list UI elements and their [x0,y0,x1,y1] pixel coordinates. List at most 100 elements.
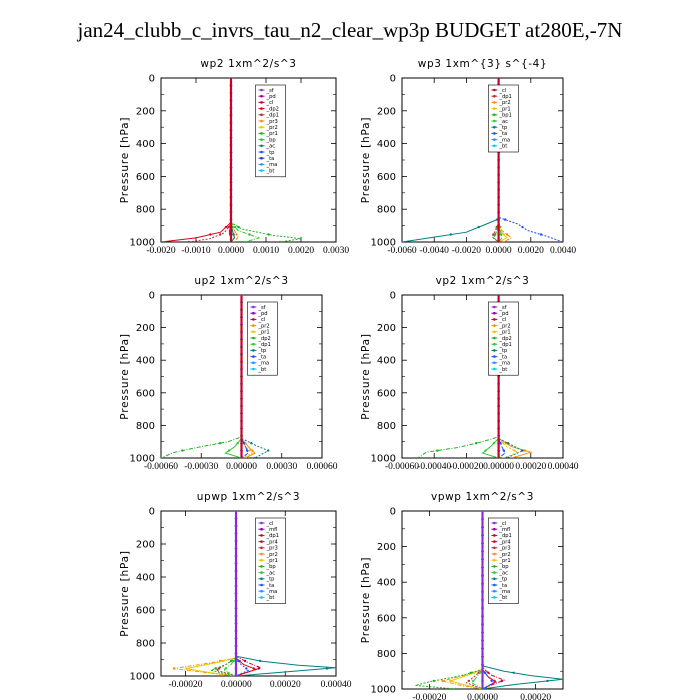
legend-marker [260,125,263,129]
legend-entry: _tp [498,125,508,131]
series-marker [513,449,516,452]
series-group [402,78,563,242]
legend-entry: _bp1 [498,113,511,119]
y-tick-label: 1000 [371,238,396,249]
y-tick-label: 600 [136,606,155,617]
legend-marker [260,144,263,148]
series-marker [502,456,505,458]
legend-marker [260,169,263,172]
legend-marker [252,324,255,327]
legend-entry: _ac [266,570,276,576]
series-marker [224,667,227,670]
x-tick-label: 0.00020 [270,680,301,690]
series-marker [248,233,251,236]
legend-entry: _dp2 [266,106,279,112]
legend-marker [493,94,496,98]
series-marker [469,671,472,674]
legend-entry: _dp1 [266,533,279,539]
y-tick-label: 600 [136,388,155,399]
legend-entry: _bp [266,564,277,570]
series-marker [499,442,502,445]
legend-entry: _dp1 [498,533,511,539]
legend-entry: _ac [498,119,508,125]
series-marker [248,449,251,452]
y-tick-label: 600 [136,172,155,183]
legend-entry: _pr3 [266,546,278,552]
legend-marker [493,596,496,599]
legend-entry: _pd [257,311,267,317]
x-tick-label: 0.0020 [288,246,314,256]
legend-entry: _ma [266,589,278,595]
legend-marker [493,583,496,587]
legend-marker [493,119,496,123]
x-tick-label: -0.0020 [146,246,176,256]
legend-entry: _pr1 [266,558,278,564]
series-marker [539,233,543,236]
chart-panel-1: wp2 1xm^2/s^3 Pressure [hPa] 0 200 400 600 800… [119,58,349,256]
legend-entry: _tp [266,150,276,156]
y-tick-label: 200 [377,542,396,553]
plot-frame [160,77,337,243]
y-tick-label: 400 [136,139,155,150]
series-marker [267,233,270,236]
series-marker [436,449,439,452]
legend-entry: _bp [266,137,277,143]
legend-entry: _cl [498,88,506,94]
y-tick-label: 200 [136,323,155,334]
legend-marker [252,349,255,352]
plot-frame [160,510,337,677]
series-marker [227,449,231,452]
series-marker [454,687,457,689]
series-marker [224,225,228,229]
legend-marker [493,113,496,117]
legend-entry: _mfl [266,527,278,533]
legend-entry: _pr2 [498,100,510,106]
legend-marker [260,138,263,141]
series-line-pr3 [465,511,483,689]
legend-entry: _bt [498,367,507,373]
x-tick-label: 0.00000 [226,462,257,472]
legend-entry: _pr1 [266,131,278,137]
legend: _sf_pd_cl_pr2_pr1_dp2_dp1_tp_ta_ma_bt [488,301,519,376]
x-tick-label: 0.00030 [266,462,297,472]
legend-entry: _pr4 [498,539,511,545]
legend-entry: _dp2 [257,336,270,342]
y-tick-label: 0 [390,291,396,302]
legend-marker [260,119,263,123]
legend-entry: _ta [266,156,275,162]
series-marker [487,671,490,674]
legend-marker [493,107,496,110]
series-group [172,511,336,676]
y-tick-label: 0 [390,74,396,85]
plot-frame [401,77,564,243]
legend-marker [493,367,496,371]
legend-marker [493,527,496,531]
series-marker [253,456,257,458]
legend-marker [493,521,496,525]
series-marker [161,456,163,458]
chart-panel-5: upwp 1xm^2/s^3 Pressure [hPa] 0 200 400 600 80… [119,491,352,690]
series-marker [467,679,470,683]
x-tick-label: -0.0060 [387,246,417,256]
series-line-ta [241,295,249,458]
legend-marker [493,546,496,550]
legend-marker [260,589,263,593]
y-axis-label: Pressure [hPa] [360,557,372,644]
panel-title: vp2 1xm^2/s^3 [436,275,530,287]
panel-title: vpwp 1xm^2/s^3 [431,491,534,503]
legend-marker [260,583,263,587]
x-tick-label: 0.00040 [321,680,352,690]
legend-entry: _cl [257,317,265,323]
legend-entry: _dp1 [498,94,511,100]
series-marker [252,667,255,670]
x-tick-label: -0.00030 [184,462,218,472]
legend-entry: _pr2 [498,323,510,329]
series-marker [499,233,503,236]
y-tick-label: 1000 [371,454,396,465]
y-tick-label: 200 [136,540,155,551]
legend-marker [493,361,496,365]
series-line-bp [415,511,483,689]
legend-marker [493,311,496,315]
legend-marker [260,546,263,550]
legend-entry: _tp [498,577,508,583]
